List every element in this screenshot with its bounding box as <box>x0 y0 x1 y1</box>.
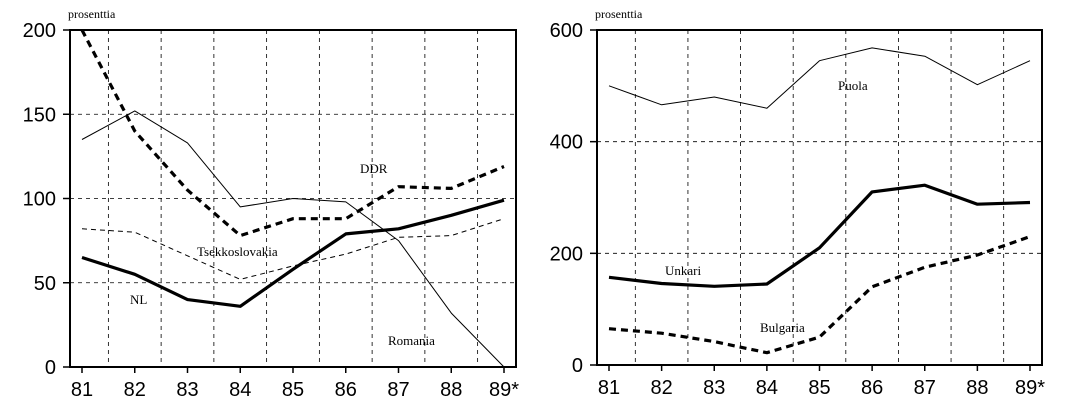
series-line-bulgaria <box>608 235 1031 355</box>
x-tick-label: 85 <box>808 377 830 399</box>
y-tick-label: 100 <box>23 189 56 211</box>
series-label-puola: Puola <box>838 78 868 93</box>
x-tick-label: 81 <box>71 379 93 401</box>
x-tick-label: 87 <box>914 377 936 399</box>
y-tick-label: 200 <box>550 243 583 265</box>
chart-panel-left: 0 50 100 150 200 81 82 83 84 85 86 87 88 89* prosentti… <box>23 7 520 401</box>
x-tick-label: 86 <box>861 377 883 399</box>
series-label-tsekkoslovakia: Tsekkoslovakia <box>197 244 278 259</box>
chart-panel-right: 0 200 400 600 81 82 83 84 85 86 87 88 89* prosenttia P… <box>550 7 1046 399</box>
x-tick-label: 88 <box>440 379 462 401</box>
series-line-tsekkoslovakia <box>81 218 505 280</box>
plot-frame <box>596 29 1043 366</box>
series-line-nl <box>81 198 505 308</box>
x-tick-label: 89* <box>1015 377 1045 399</box>
y-tick-label: 200 <box>23 20 56 42</box>
x-tick-label: 82 <box>651 377 673 399</box>
x-tick-label: 81 <box>598 377 620 399</box>
plot-frame <box>69 29 517 368</box>
series-label-nl: NL <box>130 292 147 307</box>
series-line-romania <box>81 110 505 368</box>
series-line-ddr <box>80 29 505 238</box>
x-tick-label: 83 <box>176 379 198 401</box>
y-tick-label: 150 <box>23 104 56 126</box>
y-tick-label: 600 <box>550 20 583 42</box>
series-label-bulgaria: Bulgaria <box>760 320 805 335</box>
y-tick-label: 0 <box>45 357 56 379</box>
y-tick-label: 50 <box>34 273 56 295</box>
y-tick-label: 0 <box>572 355 583 377</box>
x-tick-label: 88 <box>966 377 988 399</box>
y-axis-unit-label: prosenttia <box>68 7 116 21</box>
x-tick-label: 84 <box>756 377 778 399</box>
x-tick-label: 85 <box>282 379 304 401</box>
x-tick-label: 82 <box>124 379 146 401</box>
x-tick-label: 89* <box>489 379 519 401</box>
series-label-ddr: DDR <box>360 161 388 176</box>
x-tick-label: 83 <box>703 377 725 399</box>
series-line-puola <box>608 47 1031 109</box>
y-axis-unit-label: prosenttia <box>595 7 643 21</box>
x-tick-label: 84 <box>229 379 251 401</box>
y-tick-label: 400 <box>550 132 583 154</box>
series-label-unkari: Unkari <box>665 263 701 278</box>
x-tick-label: 87 <box>387 379 409 401</box>
series-label-romania: Romania <box>388 333 435 348</box>
series-line-unkari <box>608 183 1031 288</box>
x-tick-label: 86 <box>335 379 357 401</box>
